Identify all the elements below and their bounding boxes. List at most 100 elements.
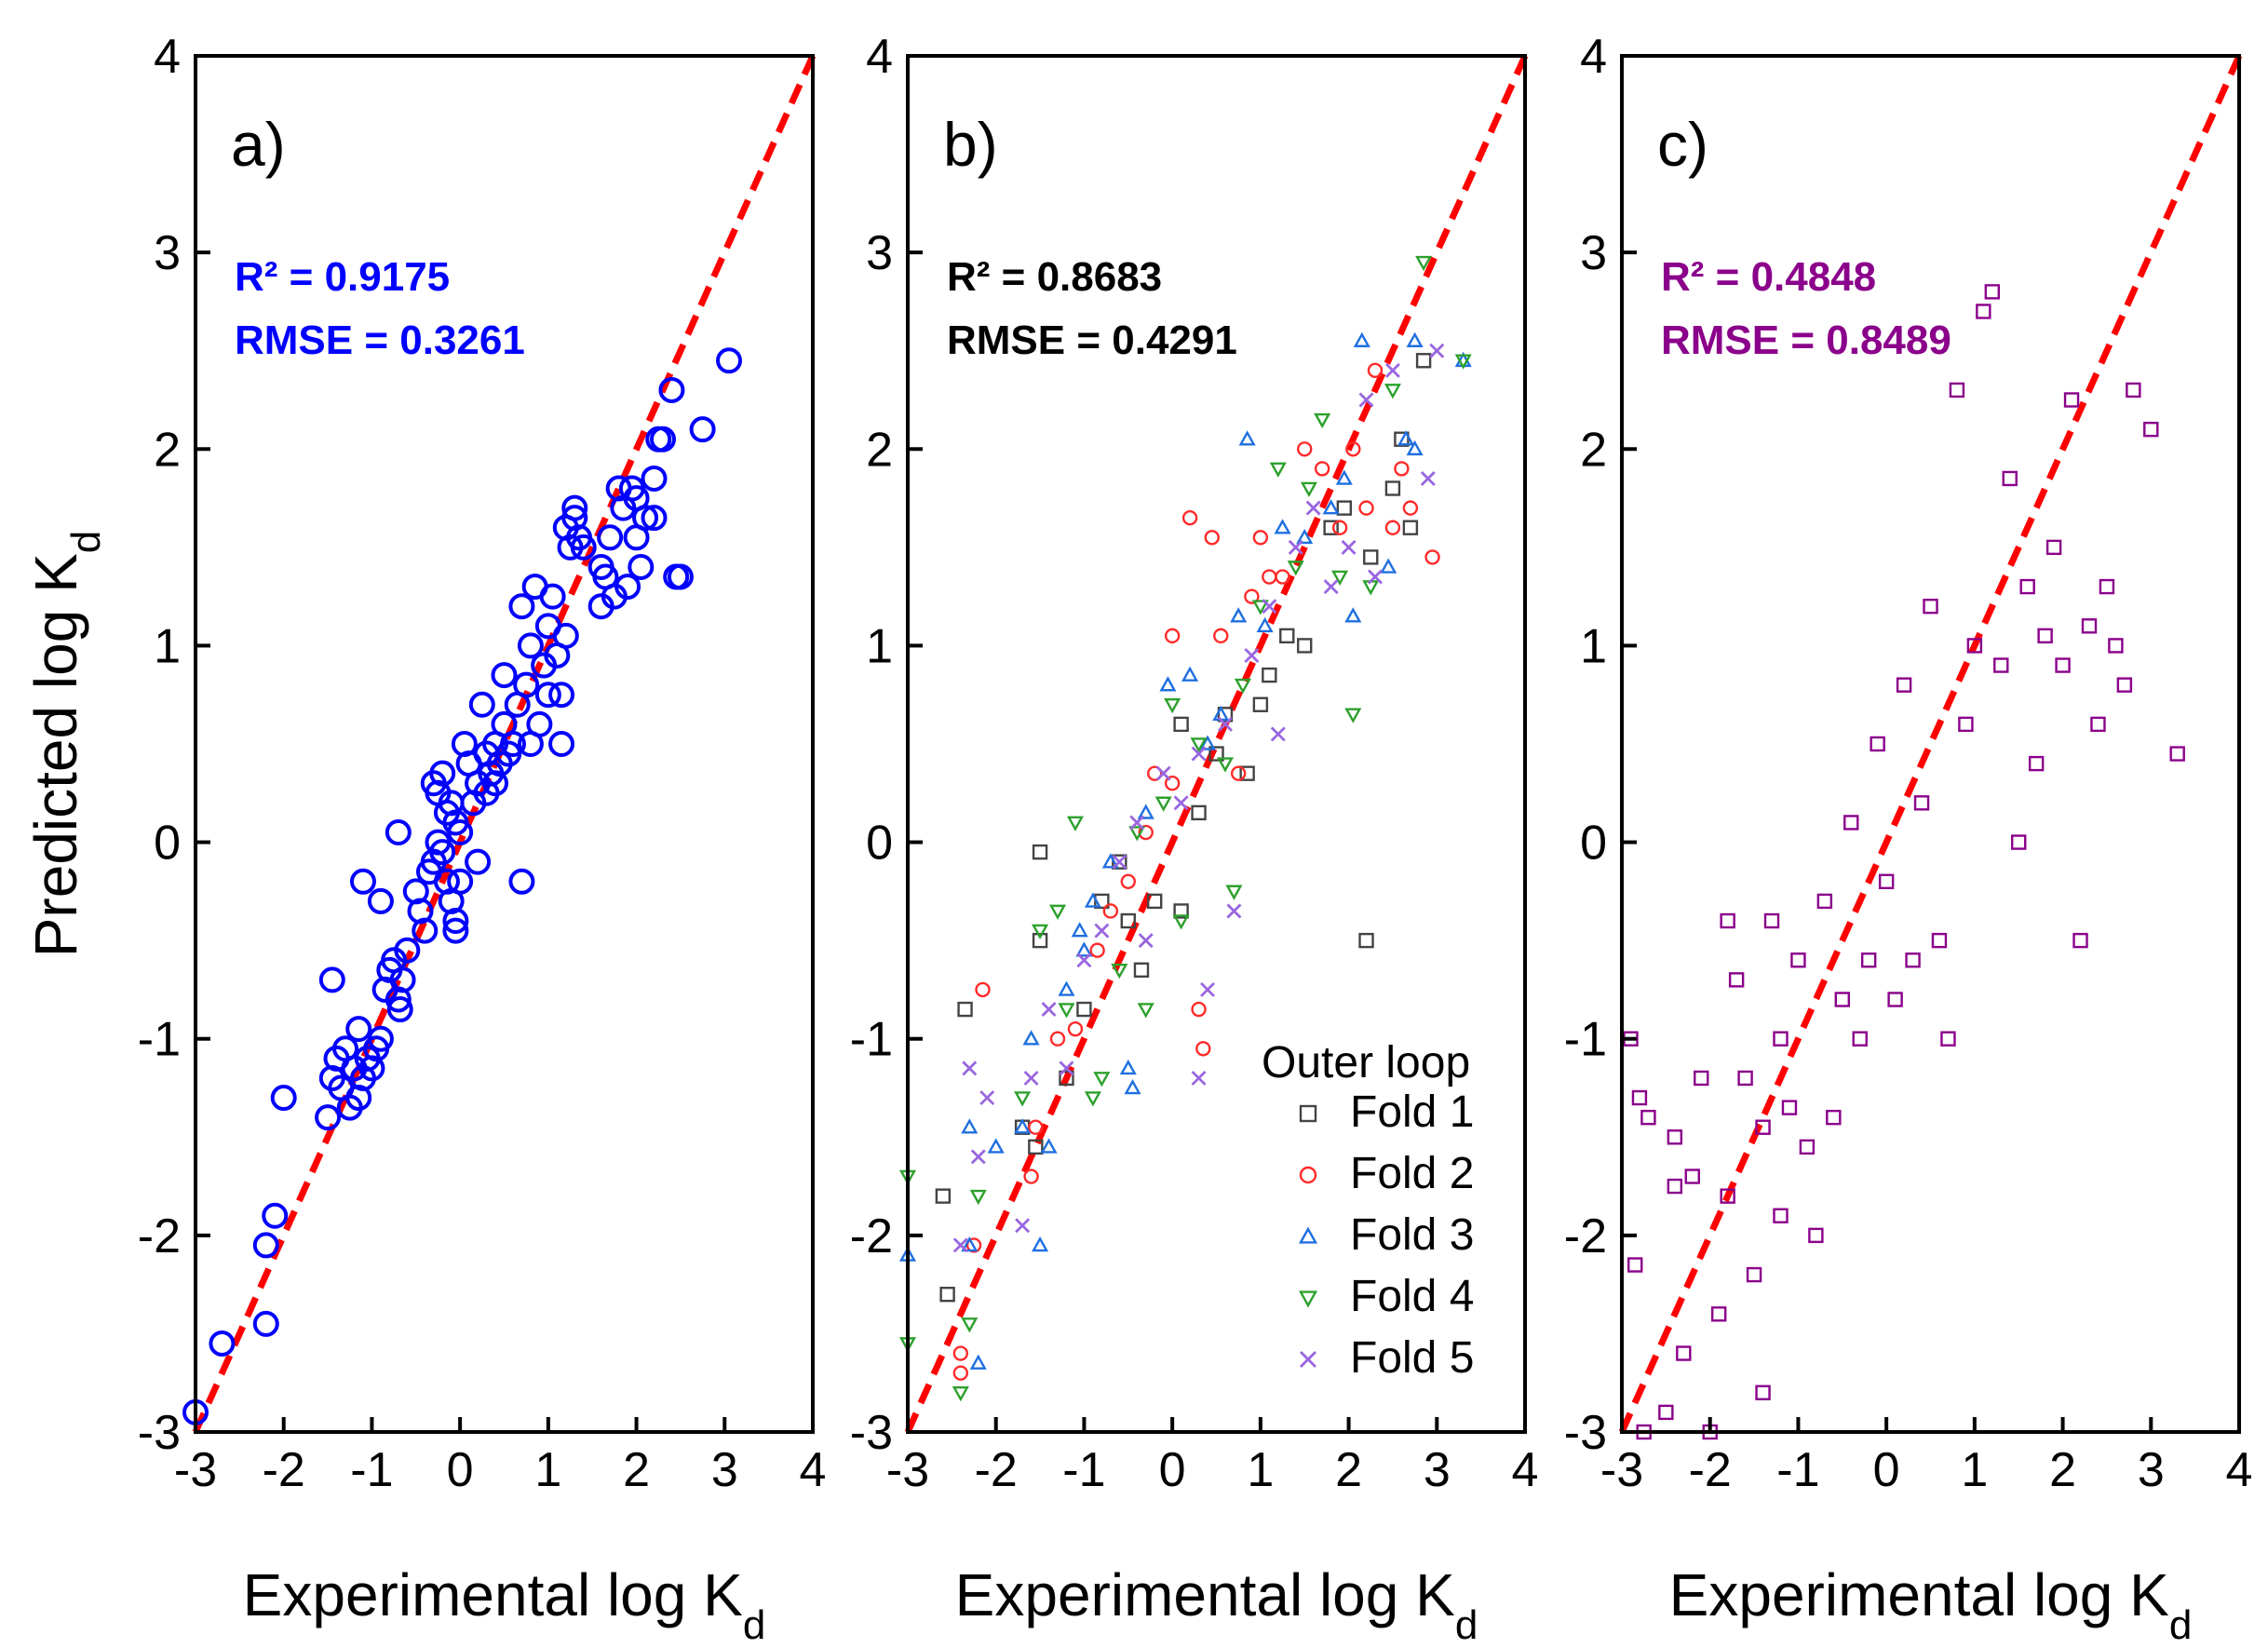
panel-b-point [1172,914,1190,930]
panel-b-point [1059,1060,1074,1076]
panel-b-point [1191,1001,1207,1018]
panel-b-point [1120,873,1136,889]
panel-c-point [1826,1109,1842,1126]
panel-b-x-tick-label: 0 [1159,1443,1186,1497]
panel-c-point [1627,1257,1643,1273]
panel-b-point [1406,439,1424,456]
panel-b-point [1154,796,1172,812]
panel-b-point [1067,1020,1084,1037]
panel-b-point [1314,412,1331,429]
panel-b-point [1358,500,1374,516]
legend-marker [1299,1166,1317,1184]
panel-c-point [1816,893,1833,910]
panel-b-point [1270,726,1286,742]
panel-b-point [1238,430,1256,446]
panel-c-x-axis-title: Experimental log Kd [1669,1561,2193,1648]
panel-b-x-title-main: Experimental log K [955,1561,1455,1628]
legend-label: Fold 4 [1350,1272,1474,1321]
panel-b-point [952,1237,968,1253]
panel-b-point [1059,1070,1074,1087]
panel-b-point [1075,941,1093,957]
panel-c-y-tick-label: 4 [1580,30,1607,84]
panel-c-point [2011,834,2027,850]
panel-b-point [1406,331,1424,347]
panel-b-point [1022,1030,1040,1046]
panel-b-point [1146,765,1163,781]
panel-b-point [1288,539,1303,555]
panel-c-x-tick-label: -3 [1600,1443,1643,1497]
panel-b-point [1345,441,1361,457]
panel-b-point [979,1090,995,1106]
panel-b-x-tick-label: -3 [886,1443,929,1497]
panel-c-point [2081,618,2098,634]
panel-a-x-tick-label: 1 [534,1443,561,1497]
panel-c-y-tick-label: -1 [1564,1013,1607,1067]
panel-b-point [1111,964,1128,979]
panel-b-point [1331,520,1348,535]
panel-c-point [2099,578,2115,595]
panel-c-y-tick-label: -2 [1564,1209,1607,1263]
panel-a-point [209,1330,236,1357]
panel-c-y-tick-label: -3 [1564,1406,1607,1460]
panel-b-point [1094,923,1110,939]
panel-b-point [1071,922,1088,938]
panel-b-point [1323,579,1339,595]
panel-b-point [975,981,991,998]
panel-c-point [2055,657,2071,673]
panel-b-point [1137,1003,1154,1019]
panel-c-point [1834,992,1850,1007]
panel-a-point [349,868,376,895]
panel-a-rmse: RMSE = 0.3261 [235,317,525,363]
panel-b-x-tick-label: -1 [1062,1443,1105,1497]
panel-b-point [961,1236,979,1252]
panel-c-point [1773,1031,1789,1047]
panel-b-point [1014,1118,1032,1134]
panel-b-point [1331,570,1349,586]
panel-b-point [1213,628,1229,644]
panel-b-point [1204,530,1220,546]
panel-a-point [252,1232,279,1259]
panel-b-point [1058,1003,1075,1019]
panel-b-point [1040,1138,1058,1154]
panel-a-point [318,966,345,993]
panel-b-point [1234,678,1251,695]
panel-b-x-axis-title: Experimental log Kd [955,1561,1478,1648]
panel-c-y-tick-label: 1 [1580,619,1607,673]
panel-b-point [1212,705,1230,722]
panel-b-point [1155,765,1171,781]
panel-b-rmse: RMSE = 0.4291 [947,317,1237,363]
panel-a-point [412,917,439,944]
panel-b-point [1275,569,1290,585]
panel-b-point [1225,885,1243,900]
panel-b-point [970,1149,986,1165]
panel-a-point [262,1202,289,1229]
panel-c-point [2169,746,2185,762]
panel-b-point [1230,765,1247,781]
panel-a-point [508,868,535,895]
panel-a-y-title-main: Predicted log K [22,553,89,957]
panel-a-point [389,966,416,993]
panel-c-point [1940,1031,1956,1047]
panel-b-point [935,1188,952,1204]
panel-c-point [1870,736,1885,752]
panel-b-point [1429,343,1445,358]
panel-b-point [1089,942,1105,958]
panel-b-point [1076,1001,1092,1018]
panel-b-point [1367,362,1384,379]
panel-b-point [1023,1070,1039,1086]
panel-c-point [1640,1109,1656,1126]
panel-b-point [1262,569,1277,585]
panel-b-point [1251,600,1269,615]
panel-b-point [1216,757,1235,773]
panel-a-frame [194,54,815,1434]
panel-b: -3-3 -2 -2 -1 -1 0 0 1 1 2 2 3 3 4 4 b) R² = 0.8683 RM… [850,30,1539,1648]
panel-a-point [252,1310,279,1337]
panel-c-point [1887,992,1903,1007]
panel-b-point [1384,384,1401,399]
panel-c-point [1694,1070,1709,1087]
panel-b-frame [906,54,1527,1434]
panel-b-point [1028,1139,1044,1155]
panel-b-point [1191,746,1207,762]
panel-b-point [1314,461,1330,477]
panel-c-point [1878,873,1895,889]
